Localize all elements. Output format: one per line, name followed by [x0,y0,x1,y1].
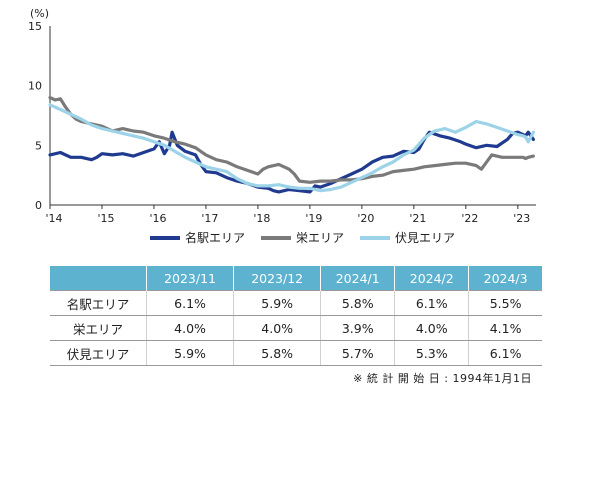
chart-legend: 名駅エリア 栄エリア 伏見エリア [150,229,455,246]
table-header-row: 2023/11 2023/12 2024/1 2024/2 2024/3 [50,266,542,291]
unit-label: (%) [30,7,49,20]
table-cell: 4.1% [468,315,542,341]
y-tick-label: 5 [35,139,42,152]
vacancy-table: 2023/11 2023/12 2024/1 2024/2 2024/3 名駅エ… [50,266,542,366]
x-tick-label: '17 [201,212,218,225]
legend-item-fushimi: 伏見エリア [360,229,455,246]
legend-swatch-fushimi [360,235,391,240]
table-header-cell: 2024/2 [394,266,470,291]
table-cell: 5.8% [320,290,395,316]
table-row: 名駅エリア 6.1% 5.9% 5.8% 6.1% 5.5% [50,290,542,316]
table-cell: 5.5% [468,290,542,316]
table-row: 栄エリア 4.0% 4.0% 3.9% 4.0% 4.1% [50,315,542,341]
x-tick-label: '14 [45,212,62,225]
x-tick-label: '20 [357,212,374,225]
table-header-cell: 2023/11 [146,266,235,291]
y-tick-label: 10 [28,80,42,93]
x-tick-label: '16 [149,212,166,225]
x-tick-label: '18 [253,212,270,225]
line-chart: (%) 0 5 10 15 '14 '15 '16 '17 '18 '19 '20 '21 '22 '23 [28,7,536,225]
series-line-2 [48,96,535,184]
table-cell: 6.1% [394,290,469,316]
table-cell: 5.9% [233,290,321,316]
series-line-1 [48,130,535,194]
footnote: ※ 統 計 開 始 日 : 1994年1月1日 [353,372,532,385]
table-header-cell: 2024/1 [320,266,396,291]
y-tick-label: 15 [28,20,42,33]
legend-swatch-sakae [261,235,292,240]
table-cell: 4.0% [145,315,234,341]
x-tick-label: '19 [305,212,322,225]
table-cell: 5.7% [320,340,395,366]
x-tick-label: '22 [461,212,478,225]
table-cell: 5.8% [233,340,321,366]
row-label: 栄エリア [50,315,147,341]
legend-swatch-meieki [150,235,180,240]
row-label: 伏見エリア [50,340,147,366]
table-cell: 4.0% [233,315,321,341]
legend-item-sakae: 栄エリア [261,229,344,246]
x-tick-label: '21 [409,212,426,225]
legend-label: 栄エリア [296,231,345,245]
table-cell: 4.0% [394,315,469,341]
table-cell: 5.3% [394,340,469,366]
legend-label: 伏見エリア [395,231,456,245]
table-cell: 6.1% [468,340,542,366]
chart-svg: (%) 0 5 10 15 '14 '15 '16 '17 '18 '19 '20 '21 '22 '23 [28,7,536,225]
table-cell: 6.1% [145,290,234,316]
table-cell: 3.9% [320,315,395,341]
table-header-cell [50,266,147,291]
y-tick-label: 0 [35,199,42,212]
table-header-cell: 2024/3 [468,266,542,291]
x-tick-label: '15 [97,212,114,225]
legend-label: 名駅エリア [185,231,246,245]
row-label: 名駅エリア [50,290,147,316]
series-line-3 [48,103,535,193]
x-tick-label: '23 [513,212,530,225]
table-cell: 5.9% [145,340,234,366]
table-row: 伏見エリア 5.9% 5.8% 5.7% 5.3% 6.1% [50,340,542,366]
table-header-cell: 2023/12 [233,266,322,291]
legend-item-meieki: 名駅エリア [150,229,245,246]
